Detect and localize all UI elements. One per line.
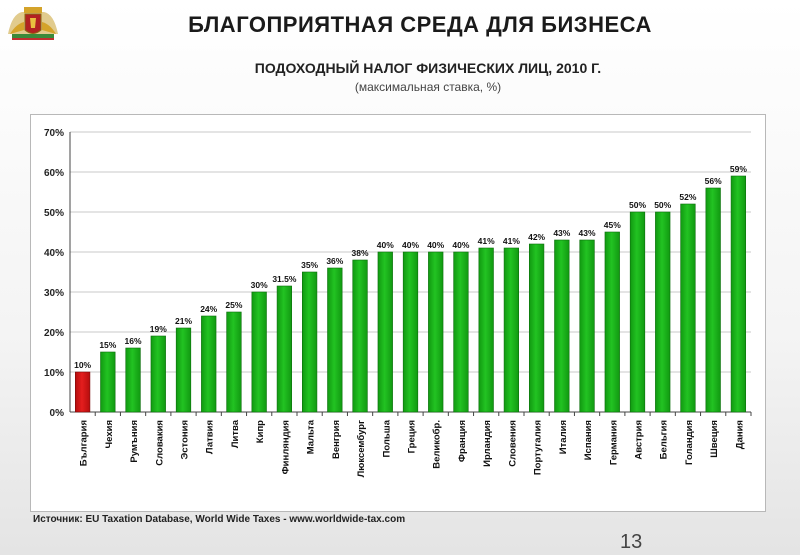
data-label: 19% — [150, 324, 167, 334]
bar — [730, 175, 747, 413]
y-tick-label: 50% — [44, 208, 64, 219]
page-title: БЛАГОПРИЯТНАЯ СРЕДА ДЛЯ БИЗНЕСА — [188, 12, 652, 37]
bar — [503, 247, 520, 413]
data-label: 25% — [225, 300, 242, 310]
bar — [352, 259, 368, 413]
x-tick-label: Португалия — [533, 420, 544, 475]
data-label: 31.5% — [272, 274, 297, 284]
page-number: 13 — [620, 531, 643, 553]
x-tick-label: Мальта — [306, 419, 317, 454]
x-tick-label: Австрия — [634, 420, 645, 460]
bar — [402, 251, 419, 413]
x-tick-label: Испания — [583, 420, 594, 460]
x-tick-label: Дания — [734, 420, 745, 449]
bar — [327, 267, 343, 413]
data-label: 38% — [352, 248, 369, 258]
y-tick-label: 10% — [44, 368, 64, 379]
data-label: 42% — [528, 232, 545, 242]
x-tick-label: Венгрия — [331, 420, 342, 459]
bar — [579, 239, 595, 413]
bar — [680, 203, 696, 413]
bulgaria-coat-of-arms-icon — [4, 4, 62, 42]
x-tick-label: Финляндия — [280, 420, 291, 474]
x-tick-label: Румъния — [129, 420, 140, 463]
x-tick-label: Литва — [230, 419, 241, 448]
bar — [705, 187, 721, 413]
bar — [629, 211, 646, 413]
data-label: 43% — [553, 228, 570, 238]
bar — [150, 335, 166, 413]
x-tick-label: Кипр — [255, 420, 266, 443]
data-label: 36% — [326, 256, 343, 266]
y-tick-label: 20% — [44, 328, 64, 339]
data-label: 24% — [200, 304, 217, 314]
source-note: Источник: EU Taxation Database, World Wi… — [33, 514, 406, 525]
x-tick-label: Польша — [381, 419, 392, 457]
x-tick-label: Греция — [407, 420, 418, 453]
bar — [201, 315, 217, 413]
x-tick-label: Латвия — [205, 420, 216, 454]
y-tick-label: 40% — [44, 248, 64, 259]
data-label: 56% — [705, 176, 722, 186]
x-tick-label: България — [79, 420, 90, 466]
y-tick-label: 30% — [44, 288, 64, 299]
x-tick-label: Италия — [558, 420, 569, 454]
x-tick-label: Бельгия — [659, 420, 670, 459]
y-tick-label: 60% — [44, 168, 64, 179]
data-label: 35% — [301, 260, 318, 270]
data-label: 50% — [629, 200, 646, 210]
data-label: 40% — [377, 240, 394, 250]
chart-area: 0% 10% 20% 30% 40% 50% 60% 70% 10% България 15% Чех… — [30, 114, 766, 512]
x-tick-label: Чехия — [104, 420, 115, 449]
bar-chart: 0% 10% 20% 30% 40% 50% 60% 70% 10% България 15% Чех… — [44, 128, 752, 477]
bar — [74, 371, 91, 413]
x-tick-label: Германия — [608, 420, 619, 465]
bar — [100, 351, 116, 413]
x-tick-label: Люксембург — [356, 420, 367, 477]
x-tick-label: Швеция — [709, 420, 720, 458]
data-label: 41% — [478, 236, 495, 246]
bar — [528, 243, 545, 413]
x-tick-label: Великобр. — [432, 420, 443, 469]
bar — [251, 291, 267, 413]
data-label: 43% — [579, 228, 596, 238]
data-label: 41% — [503, 236, 520, 246]
bar — [428, 251, 444, 413]
bar — [655, 211, 671, 413]
data-label: 15% — [99, 340, 116, 350]
x-tick-label: Франция — [457, 420, 468, 462]
data-label: 10% — [74, 360, 91, 370]
bar — [276, 285, 293, 413]
data-label: 40% — [427, 240, 444, 250]
x-tick-label: Ирландия — [482, 420, 493, 467]
chart-subtitle-note: (максимальная ставка, %) — [354, 80, 502, 94]
bar — [377, 251, 393, 413]
x-tick-label: Словения — [507, 420, 518, 467]
y-tick-label: 0% — [50, 408, 65, 419]
data-label: 16% — [125, 336, 142, 346]
data-label: 45% — [604, 220, 621, 230]
x-tick-label: Эстония — [180, 420, 191, 460]
chart-subtitle: ПОДОХОДНЫЙ НАЛОГ ФИЗИЧЕСКИХ ЛИЦ, 2010 Г. — [254, 60, 602, 76]
bar — [554, 239, 570, 413]
x-tick-label: Голандия — [684, 420, 695, 465]
data-label: 30% — [251, 280, 268, 290]
data-label: 40% — [452, 240, 469, 250]
data-label: 50% — [654, 200, 671, 210]
data-label: 21% — [175, 316, 192, 326]
bar — [301, 271, 318, 413]
x-tick-label: Словакия — [154, 420, 165, 466]
bar — [226, 311, 242, 413]
bar — [125, 347, 141, 413]
bar — [478, 247, 494, 413]
y-tick-label: 70% — [44, 128, 64, 139]
data-label: 52% — [679, 192, 696, 202]
bar — [604, 231, 620, 413]
data-label: 59% — [730, 164, 747, 174]
data-label: 40% — [402, 240, 419, 250]
bar — [453, 251, 469, 413]
bar — [175, 327, 192, 413]
